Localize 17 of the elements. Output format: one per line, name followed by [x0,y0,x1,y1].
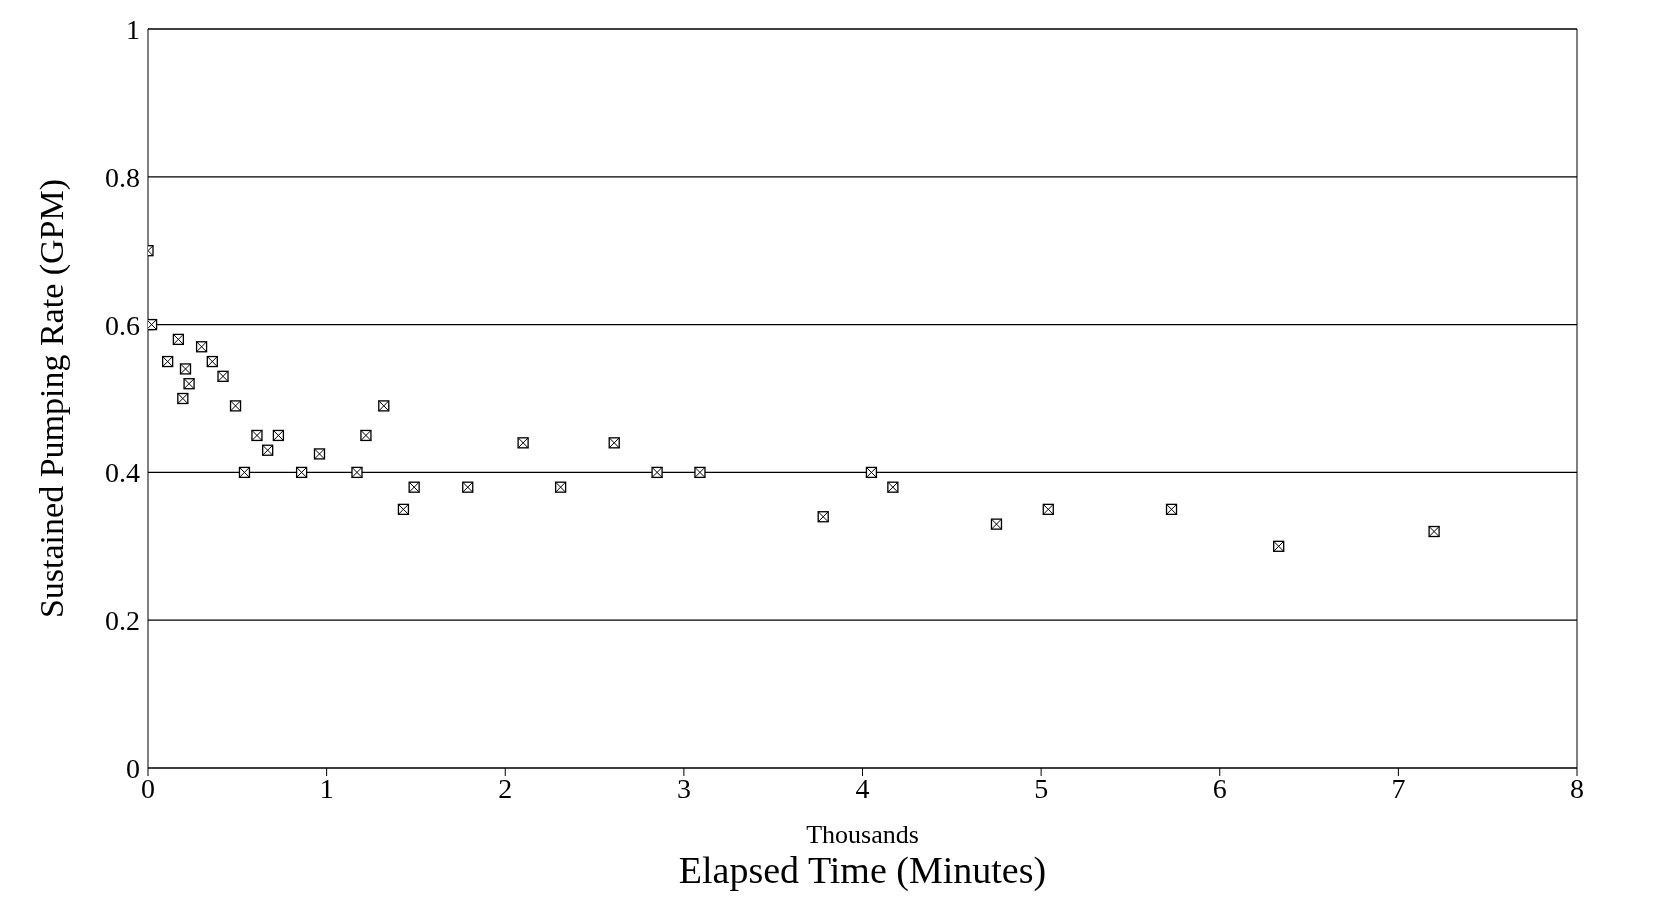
x-tick-label: 7 [1391,772,1406,804]
y-tick-label: 0.8 [105,161,140,193]
x-tick-label: 3 [676,772,691,804]
x-tick-label: 1 [319,772,334,804]
text: Thousands [806,820,919,849]
y-tick-label: 0.6 [105,309,140,341]
x-tick-label: 8 [1570,772,1584,804]
y-axis-title: Sustained Pumping Rate (GPM) [33,178,71,619]
y-tick-label: 1 [126,13,140,45]
y-tick-label: 0 [126,752,140,784]
x-tick-label: 2 [498,772,513,804]
x-tick-label: 5 [1034,772,1049,804]
x-axis-title: Elapsed Time (Minutes) [678,849,1047,892]
y-tick-label: 0.4 [105,457,140,489]
y-tick-label: 0.2 [105,605,140,637]
x-tick-label: 6 [1212,772,1227,804]
x-tick-label: 4 [855,772,870,804]
